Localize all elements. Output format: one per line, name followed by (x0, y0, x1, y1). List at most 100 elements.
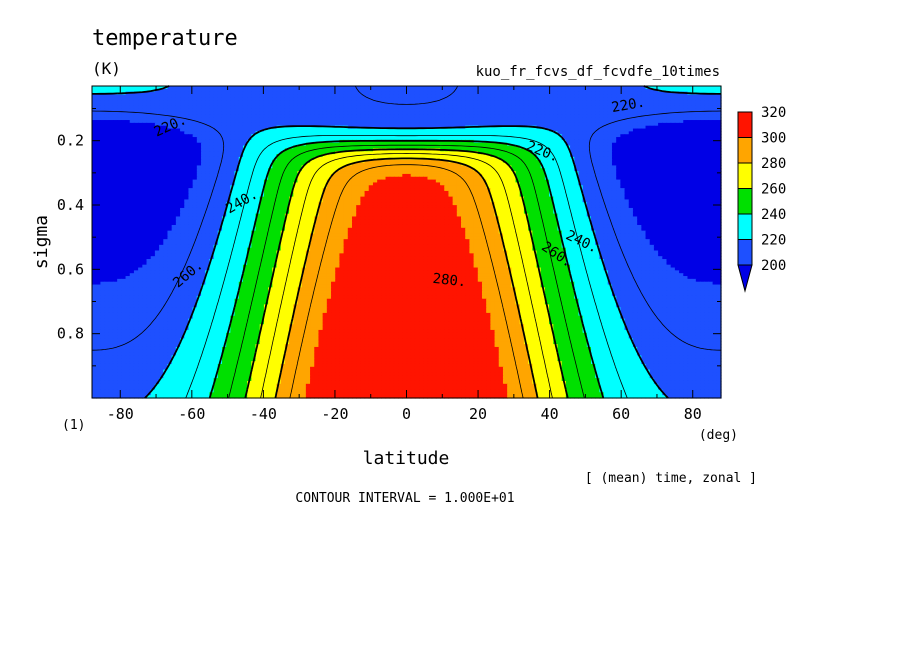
band-cell (456, 86, 462, 90)
band-cell (549, 120, 554, 124)
band-cell (188, 86, 194, 90)
band-cell (377, 105, 382, 110)
band-cell (238, 114, 244, 118)
band-cell (716, 103, 722, 107)
band-cell (385, 103, 391, 107)
band-cell (662, 94, 668, 98)
band-cell (175, 97, 181, 101)
band-cell (163, 120, 169, 124)
band-cell (326, 114, 332, 118)
band-cell (616, 94, 621, 98)
band-cell (586, 120, 592, 124)
band-cell (549, 86, 554, 90)
band-cell (461, 100, 466, 104)
band-cell (96, 105, 101, 110)
band-cell (196, 103, 202, 107)
band-cell (507, 94, 512, 98)
band-cell (356, 91, 361, 96)
band-cell (108, 114, 114, 118)
band-cell (607, 103, 613, 107)
band-cell (519, 114, 525, 118)
band-cell (406, 91, 412, 96)
band-cell (284, 117, 290, 121)
band-cell (469, 120, 475, 124)
band-cell (385, 86, 391, 90)
band-cell (100, 94, 106, 98)
band-cell (192, 117, 198, 121)
band-cell (117, 94, 122, 98)
band-cell (276, 91, 282, 96)
band-cell (167, 111, 173, 115)
band-cell (565, 103, 571, 107)
band-cell (704, 88, 710, 93)
band-cell (226, 88, 231, 93)
band-cell (104, 114, 110, 118)
band-cell (611, 97, 617, 101)
band-cell (712, 86, 718, 90)
band-cell (645, 100, 651, 104)
band-cell (360, 97, 366, 101)
band-cell (486, 117, 491, 121)
band-cell (616, 120, 621, 124)
band-cell (620, 111, 626, 115)
band-cell (486, 108, 491, 113)
band-cell (272, 114, 278, 118)
band-cell (582, 117, 588, 121)
band-cell (125, 120, 131, 124)
band-cell (553, 88, 559, 93)
band-cell (687, 97, 693, 101)
band-cell (146, 122, 152, 127)
band-cell (716, 114, 722, 118)
band-cell (372, 108, 378, 113)
band-cell (175, 114, 181, 118)
band-cell (180, 108, 185, 113)
band-cell (553, 114, 559, 118)
band-cell (423, 105, 429, 110)
band-cell (691, 105, 697, 110)
band-cell (536, 91, 542, 96)
band-cell (347, 111, 353, 115)
band-cell (670, 91, 676, 96)
band-cell (213, 91, 219, 96)
band-cell (653, 111, 659, 115)
band-cell (586, 86, 592, 90)
band-cell (112, 100, 118, 104)
band-cell (637, 114, 642, 118)
band-cell (180, 88, 185, 93)
band-cell (469, 97, 475, 101)
band-cell (213, 94, 219, 98)
band-cell (351, 91, 357, 96)
band-cell (431, 86, 437, 90)
band-cell (620, 105, 626, 110)
band-cell (293, 100, 299, 104)
band-cell (188, 94, 194, 98)
band-cell (322, 105, 328, 110)
band-cell (205, 97, 211, 101)
band-cell (272, 117, 278, 121)
band-cell (603, 88, 609, 93)
band-cell (393, 108, 399, 113)
band-cell (159, 122, 164, 127)
band-cell (595, 114, 600, 118)
band-cell (322, 91, 328, 96)
band-cell (440, 105, 445, 110)
band-cell (331, 86, 336, 90)
band-cell (125, 122, 131, 127)
band-cell (92, 94, 97, 98)
band-cell (486, 86, 491, 90)
band-cell (700, 105, 705, 110)
band-cell (687, 117, 693, 121)
band-cell (406, 108, 412, 113)
band-cell (410, 97, 416, 101)
band-cell (125, 105, 131, 110)
band-cell (280, 105, 286, 110)
band-cell (603, 120, 609, 124)
band-cell (649, 114, 655, 118)
band-cell (515, 88, 521, 93)
band-cell (163, 108, 169, 113)
band-cell (708, 86, 714, 90)
band-cell (465, 103, 470, 107)
band-cell (259, 100, 265, 104)
band-cell (419, 97, 424, 101)
